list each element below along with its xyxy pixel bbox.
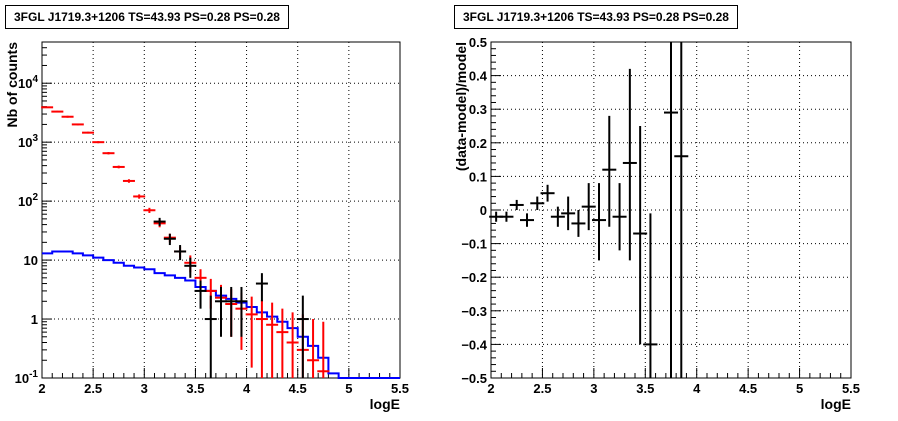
x-tick-label: 3	[141, 381, 148, 396]
residuals-panel: logE (data-model)/model 2 2.5 3 3.5 4 4.5 5 5.5 −0…	[449, 0, 898, 421]
y-tick-label: −0.1	[461, 237, 487, 252]
y-tick-label: 104	[18, 74, 38, 91]
x-tick-label: 5	[345, 381, 352, 396]
counts-chart-title: 3FGL J1719.3+1206 TS=43.93 PS=0.28 PS=0.…	[5, 5, 289, 29]
y-tick-label: 0.1	[469, 169, 487, 184]
x-axis-title: logE	[821, 396, 851, 412]
y-tick-label: 0.5	[469, 35, 487, 50]
y-axis-title: (data-model)/model	[453, 42, 469, 171]
y-tick-label: −0.5	[461, 371, 487, 386]
y-tick-label: −0.2	[461, 270, 487, 285]
x-tick-label: 5.5	[391, 381, 409, 396]
y-tick-label: 0.3	[469, 102, 487, 117]
y-tick-label: 10	[24, 253, 38, 268]
y-tick-label: 10-1	[15, 369, 39, 386]
x-tick-label: 2	[38, 381, 45, 396]
y-tick-label: 103	[18, 133, 38, 150]
x-tick-label: 2.5	[533, 381, 551, 396]
x-tick-label: 4.5	[739, 381, 757, 396]
x-tick-label: 5	[796, 381, 803, 396]
x-axis-title: logE	[370, 396, 400, 412]
x-tick-label: 4.5	[289, 381, 307, 396]
x-tick-label: 3.5	[186, 381, 204, 396]
y-axis-title: Nb of counts	[4, 42, 20, 128]
y-tick-label: 1	[31, 312, 38, 327]
y-tick-label: −0.4	[461, 337, 487, 352]
y-tick-label: 0.4	[469, 69, 488, 84]
y-tick-label: 102	[18, 192, 38, 209]
counts-chart: logE Nb of counts 2 2.5 3 3.5 4 4.5 5 5.5 10-1 1 10 1…	[4, 41, 409, 412]
y-tick-label: 0.2	[469, 136, 487, 151]
y-tick-label: 0	[480, 203, 487, 218]
x-tick-label: 2	[487, 381, 494, 396]
x-tick-label: 5.5	[842, 381, 860, 396]
residuals-chart: logE (data-model)/model 2 2.5 3 3.5 4 4.5 5 5.5 −0…	[453, 35, 860, 412]
counts-panel: logE Nb of counts 2 2.5 3 3.5 4 4.5 5 5.5 10-1 1 10 1…	[4, 5, 409, 412]
x-tick-label: 4	[693, 381, 701, 396]
x-tick-label: 4	[243, 381, 251, 396]
x-tick-label: 2.5	[84, 381, 102, 396]
x-tick-label: 3	[590, 381, 597, 396]
x-tick-label: 3.5	[636, 381, 654, 396]
residuals-chart-title: 3FGL J1719.3+1206 TS=43.93 PS=0.28 PS=0.…	[454, 5, 738, 29]
y-tick-label: −0.3	[461, 304, 487, 319]
